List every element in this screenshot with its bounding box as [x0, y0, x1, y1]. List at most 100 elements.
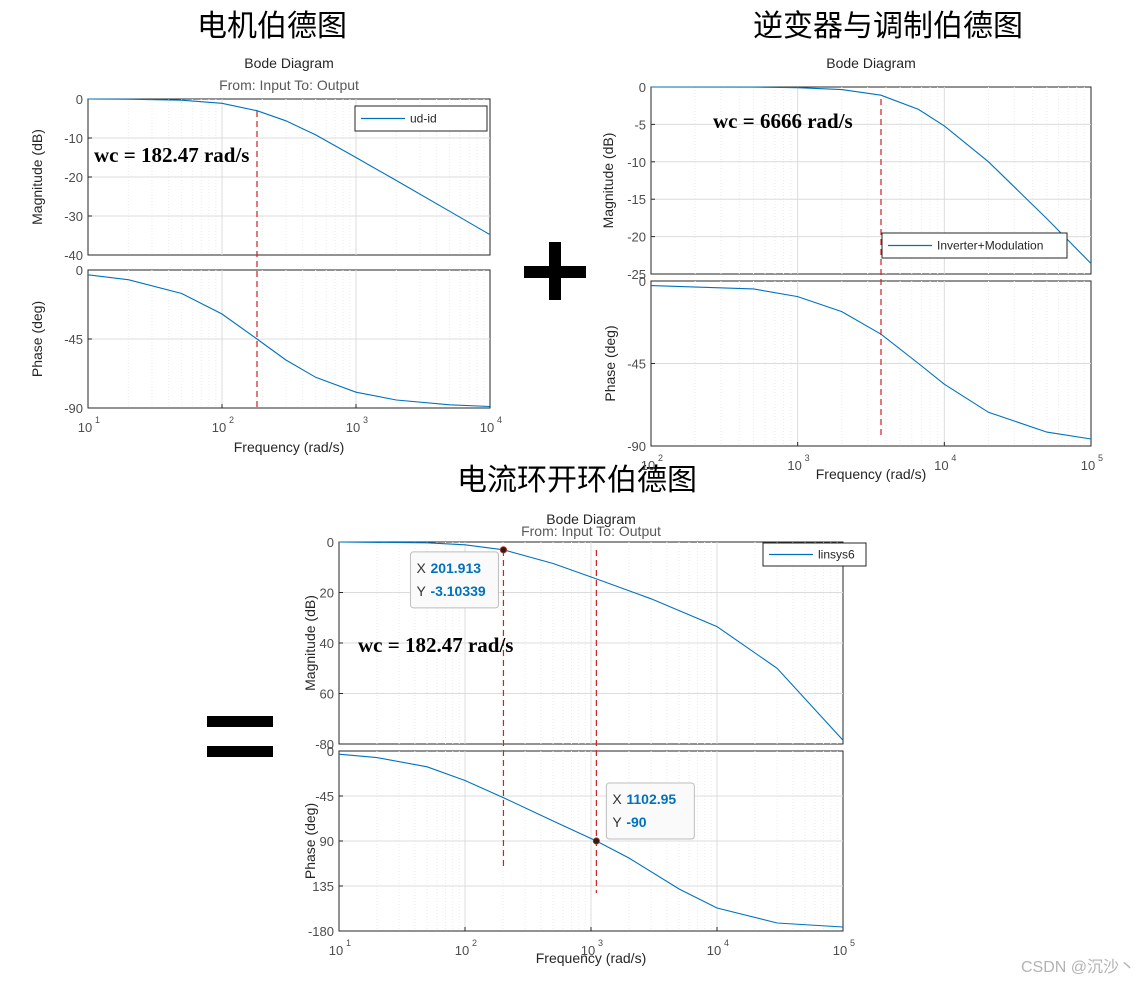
inverter-phase-x-tick-label: 10	[1081, 458, 1095, 473]
motor-phase-y-tick-label: -90	[64, 401, 83, 416]
loop-phase-x-tick-exponent: 1	[346, 938, 351, 948]
inverter-magnitude-y-tick-label: -5	[634, 117, 646, 132]
loop-phase-y-tick-label: 135	[312, 879, 334, 894]
loop-legend-box	[762, 542, 867, 567]
loop-x-axis-label: Frequency (rad/s)	[536, 950, 646, 966]
motor-phase-y-axis-label: Phase (deg)	[29, 301, 45, 377]
loop-datatip-x-value: 201.913	[430, 560, 481, 576]
loop-phase-x-tick-label: 10	[707, 943, 721, 958]
loop-phase-x-tick-label: 10	[833, 943, 847, 958]
motor-figure-title: 电机伯德图	[197, 9, 347, 44]
motor-legend: ud-id	[354, 105, 488, 132]
loop-phase-y-tick-label: -180	[308, 924, 334, 939]
inverter-magnitude-y-axis-label: Magnitude (dB)	[600, 133, 616, 229]
loop-phase-series-line	[338, 753, 844, 928]
motor-magnitude-series-line	[87, 98, 491, 236]
motor-phase-x-tick-label: 10	[212, 420, 226, 435]
loop-phase-x-tick-exponent: 3	[598, 938, 603, 948]
loop-magnitude-y-tick-label: 0	[327, 535, 334, 550]
inverter-legend-label: Inverter+Modulation	[937, 239, 1043, 253]
loop-magnitude-y-tick-label: 40	[320, 636, 334, 651]
motor-io-subtitle: From: Input To: Output	[219, 77, 359, 93]
plus-operator-bar-vertical	[549, 242, 561, 300]
loop-datatip-point	[592, 837, 600, 845]
inverter-phase-y-tick-label: -45	[627, 357, 646, 372]
inverter-x-axis-label: Frequency (rad/s)	[816, 466, 926, 482]
inverter-magnitude-y-tick-label: -10	[627, 155, 646, 170]
inverter-phase-y-axis-label: Phase (deg)	[602, 325, 618, 401]
loop-bode-title: Bode Diagram	[546, 511, 636, 527]
loop-datatip-y-label: Y	[612, 814, 622, 830]
inverter-magnitude-y-tick-label: -20	[627, 230, 646, 245]
loop-phase-x-tick-label: 10	[455, 943, 469, 958]
inverter-magnitude-y-tick-label: 0	[639, 80, 646, 95]
motor-phase-x-tick-exponent: 2	[229, 415, 234, 425]
equals-operator-bar-bottom	[207, 746, 273, 757]
loop-phase-x-tick-label: 10	[329, 943, 343, 958]
inverter-bode-title: Bode Diagram	[826, 55, 916, 71]
inverter-magnitude-y-tick-label: -25	[627, 267, 646, 282]
loop-datatip-y-label: Y	[416, 583, 426, 599]
inverter-phase-x-tick-exponent: 3	[805, 453, 810, 463]
motor-magnitude-y-tick-label: 0	[76, 92, 83, 107]
loop-figure-title: 电流环开环伯德图	[457, 463, 697, 498]
motor-x-axis-label: Frequency (rad/s)	[234, 439, 344, 455]
equals-operator	[207, 716, 273, 757]
motor-phase-x-tick-label: 10	[346, 420, 360, 435]
loop-datatip-y-value: -90	[626, 814, 646, 830]
loop-datatip-x-label: X	[612, 791, 622, 807]
loop-datatip-x-value: 1102.95	[626, 791, 676, 807]
motor-magnitude-y-tick-label: -40	[64, 248, 83, 263]
loop-magnitude-y-tick-label: 20	[320, 586, 334, 601]
motor-magnitude-y-tick-label: -10	[64, 131, 83, 146]
loop-phase-y-tick-label: 0	[327, 744, 334, 759]
loop-phase-y-tick-label: -45	[315, 789, 334, 804]
inverter-phase-x-tick-exponent: 5	[1098, 453, 1103, 463]
motor-phase-x-tick-label: 10	[480, 420, 494, 435]
inverter-phase-y-tick-label: -90	[627, 439, 646, 454]
motor-magnitude-y-tick-label: -20	[64, 170, 83, 185]
loop-datatip-box	[409, 551, 499, 609]
motor-bode-title: Bode Diagram	[244, 55, 334, 71]
inverter-magnitude-y-tick-label: -15	[627, 192, 646, 207]
csdn-watermark: CSDN @沉沙丶	[1021, 958, 1135, 976]
inverter-phase-x-tick-label: 10	[641, 458, 655, 473]
inverter-figure-title: 逆变器与调制伯德图	[753, 9, 1023, 44]
loop-phase-x-tick-exponent: 4	[724, 938, 729, 948]
inverter-phase-y-tick-label: 0	[639, 274, 646, 289]
plus-operator	[524, 242, 586, 300]
motor-phase-series-line	[87, 274, 491, 408]
motor-phase-x-tick-exponent: 3	[363, 415, 368, 425]
loop-wc-annotation: wc = 182.47 rad/s	[358, 633, 513, 657]
loop-datatip-point	[499, 546, 508, 554]
motor-wc-annotation: wc = 182.47 rad/s	[94, 143, 249, 167]
motor-magnitude-y-axis-label: Magnitude (dB)	[29, 129, 45, 225]
motor-bode-chart: Bode Diagram From: Input To: Output 0 -10 -2…	[29, 55, 502, 455]
loop-datatip-box	[605, 782, 695, 840]
loop-phase-y-tick-label: 90	[320, 834, 334, 849]
inverter-phase-x-tick-label: 10	[787, 458, 801, 473]
motor-phase-x-tick-exponent: 1	[95, 415, 100, 425]
loop-magnitude-series-line	[338, 541, 844, 741]
loop-legend-label: linsys6	[818, 548, 855, 562]
loop-magnitude-y-axis-label: Magnitude (dB)	[302, 595, 318, 691]
motor-phase-y-tick-label: -45	[64, 332, 83, 347]
inverter-phase-series-line	[650, 285, 1092, 440]
loop-magnitude-y-tick-label: -80	[315, 737, 334, 752]
loop-phase-x-tick-label: 10	[581, 943, 595, 958]
inverter-wc-annotation: wc = 6666 rad/s	[713, 109, 853, 133]
inverter-bode-chart: Bode Diagram 0 -5 -10 -15 -20 -25 Magnitude (dB…	[600, 55, 1103, 482]
loop-datatip-y-value: -3.10339	[430, 583, 485, 599]
loop-datatip-x-label: X	[416, 560, 426, 576]
motor-legend-label: ud-id	[410, 112, 437, 126]
loop-datatip: X 1102.95Y -90	[605, 782, 695, 840]
loop-phase-x-tick-exponent: 5	[850, 938, 855, 948]
inverter-magnitude-series-line	[650, 86, 1092, 264]
equals-operator-bar-top	[207, 716, 273, 727]
loop-magnitude-y-tick-label: 60	[320, 687, 334, 702]
